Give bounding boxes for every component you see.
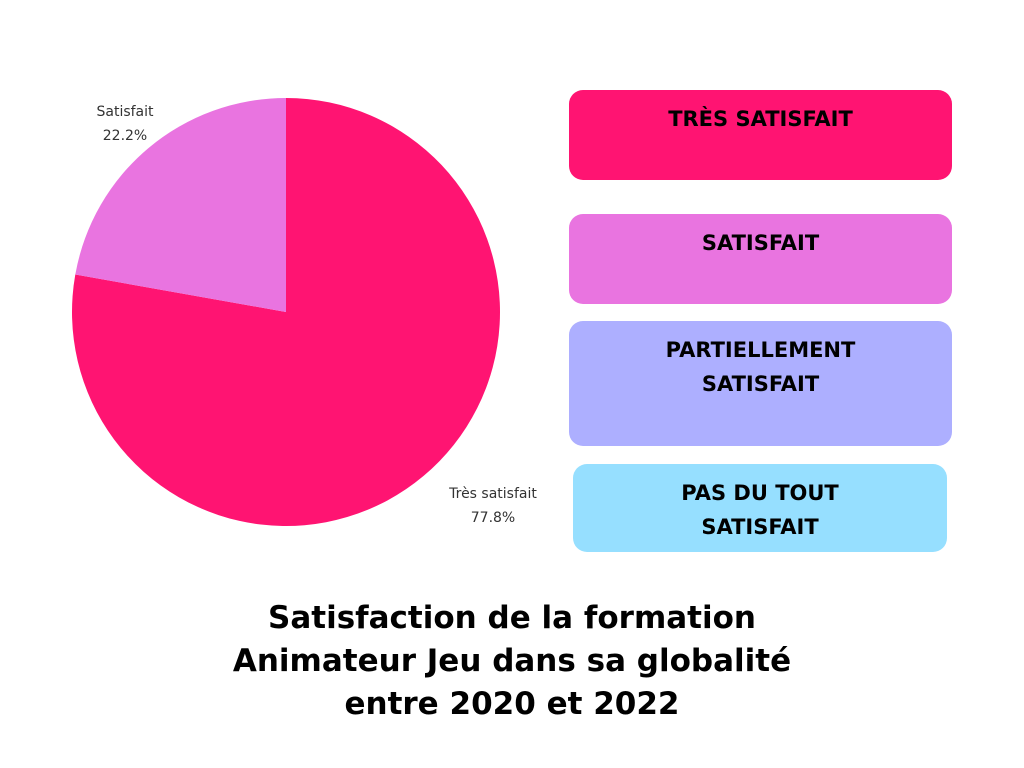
legend-label-pas-du-tout-satisfait: PAS DU TOUT SATISFAIT bbox=[681, 481, 839, 539]
slice-label-satisfait-value: 22.2% bbox=[103, 128, 147, 144]
legend-item-satisfait[interactable]: SATISFAIT bbox=[569, 214, 952, 304]
legend-item-tres-satisfait[interactable]: TRÈS SATISFAIT bbox=[569, 90, 952, 180]
chart-title-line-2: Animateur Jeu dans sa globalité bbox=[232, 643, 792, 679]
slice-label-satisfait: Satisfait 22.2% bbox=[96, 104, 154, 144]
slice-label-satisfait-name: Satisfait bbox=[96, 104, 154, 120]
chart-title: Satisfaction de la formation Animateur J… bbox=[112, 597, 912, 726]
legend-item-pas-du-tout-satisfait[interactable]: PAS DU TOUT SATISFAIT bbox=[573, 464, 947, 552]
slice-label-tres-satisfait: Très satisfait 77.8% bbox=[448, 486, 537, 526]
legend-label-tres-satisfait: TRÈS SATISFAIT bbox=[668, 107, 853, 131]
legend-label-satisfait: SATISFAIT bbox=[701, 231, 820, 255]
pie-chart: Très satisfait 77.8% Satisfait 22.2% bbox=[71, 98, 537, 526]
chart-title-line-3: entre 2020 et 2022 bbox=[344, 686, 680, 722]
chart-title-line-1: Satisfaction de la formation bbox=[268, 600, 756, 636]
legend-item-partiellement-satisfait[interactable]: PARTIELLEMENT SATISFAIT bbox=[569, 321, 952, 446]
slice-label-tres-satisfait-name: Très satisfait bbox=[448, 486, 537, 502]
slice-label-tres-satisfait-value: 77.8% bbox=[471, 510, 515, 526]
pie-slice-satisfait[interactable] bbox=[75, 98, 287, 312]
legend-label-partiellement-satisfait: PARTIELLEMENT SATISFAIT bbox=[665, 338, 856, 396]
